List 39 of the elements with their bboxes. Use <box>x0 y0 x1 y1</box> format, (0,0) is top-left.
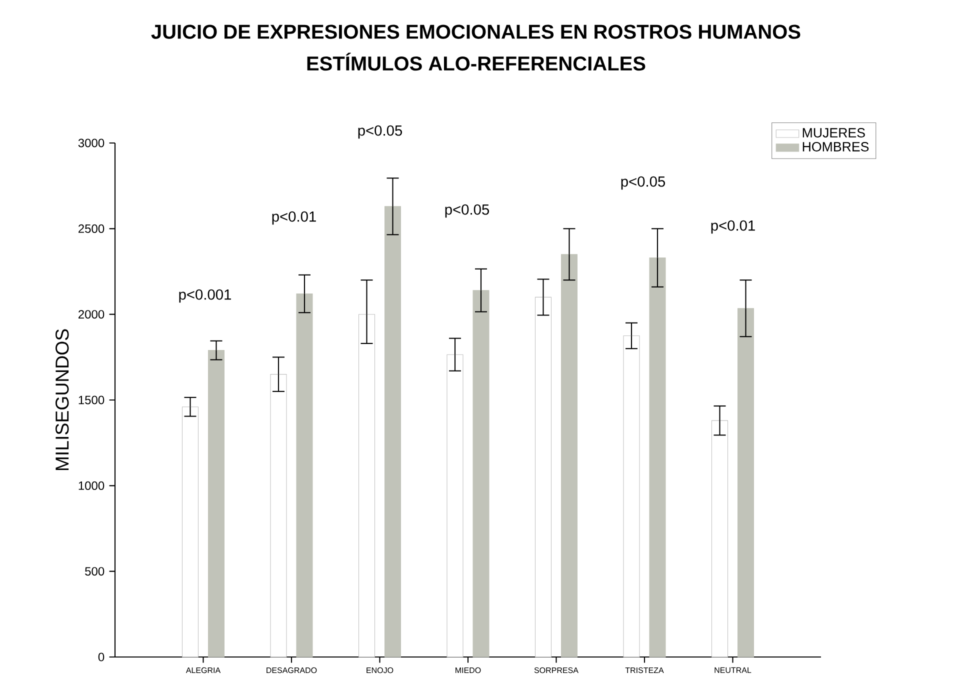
bar <box>358 314 376 658</box>
bar <box>446 354 464 658</box>
x-tick-label: ALEGRIA <box>186 667 221 674</box>
y-tick-label: 2000 <box>78 310 104 319</box>
bar <box>296 294 313 658</box>
chart-title: JUICIO DE EXPRESIONES EMOCIONALES EN ROSTROS HUMANOS <box>151 24 800 39</box>
annotation: p<0.001 <box>179 289 231 303</box>
annotation: p<0.05 <box>621 176 666 190</box>
text: p<0.05 <box>358 125 402 139</box>
annotation: p<0.05 <box>445 204 490 218</box>
chart-subtitle: ESTÍMULOS ALO-REFERENCIALES <box>307 52 646 71</box>
x-tick-label: MIEDO <box>456 667 481 674</box>
bar <box>270 374 287 658</box>
y-axis-title: MILISEGUNDOS <box>56 329 69 470</box>
bar <box>534 296 552 658</box>
x-tick-label: SORPRESA <box>534 667 578 674</box>
bar <box>737 308 754 658</box>
annotation: p<0.01 <box>711 220 755 234</box>
bar <box>182 406 199 658</box>
bar <box>560 254 578 658</box>
y-tick-label: 1000 <box>78 481 104 490</box>
bar <box>623 335 640 658</box>
x-tick-label: ENOJO <box>366 667 394 674</box>
bar <box>208 350 225 658</box>
bar <box>649 258 666 658</box>
y-tick-label: 3000 <box>78 138 104 148</box>
x-tick-label: NEUTRAL <box>714 667 752 673</box>
x-tick-label: TRISTEZA <box>625 667 664 674</box>
bar <box>472 290 490 658</box>
y-tick-label: 0 <box>98 652 104 662</box>
x-tick-label: DESAGRADO <box>266 667 317 674</box>
legend-label: HOMBRES <box>802 142 869 152</box>
y-tick-label: 1500 <box>78 396 104 404</box>
legend-label: MUJERES <box>802 128 865 138</box>
annotation: p<0.01 <box>272 211 316 225</box>
bar <box>711 420 728 658</box>
bar <box>384 206 402 658</box>
y-tick-label: 500 <box>85 567 104 576</box>
y-tick-label: 2500 <box>78 224 104 233</box>
